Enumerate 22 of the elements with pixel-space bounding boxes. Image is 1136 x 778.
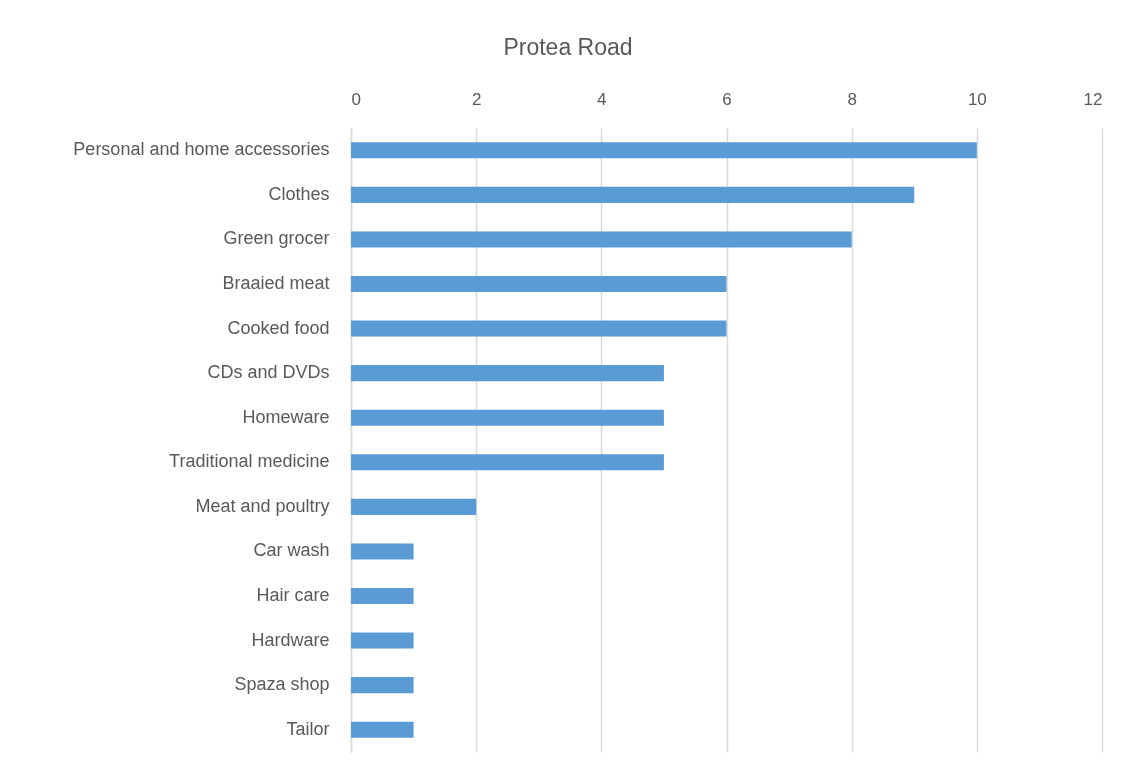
y-tick-label: Meat and poultry xyxy=(195,495,330,516)
y-tick-label: Homeware xyxy=(242,406,330,427)
y-tick-label: Clothes xyxy=(268,183,330,204)
y-tick-label: Traditional medicine xyxy=(169,451,330,472)
y-tick-label: Cooked food xyxy=(227,317,330,338)
y-tick-label: CDs and DVDs xyxy=(207,362,330,383)
chart-title: Protea Road xyxy=(503,34,633,60)
y-tick-label: Green grocer xyxy=(223,228,330,249)
x-tick-label: 2 xyxy=(471,89,482,109)
x-tick-label: 0 xyxy=(351,89,361,109)
y-tick-label: Hair care xyxy=(256,585,330,605)
y-tick-label: Spaza shop xyxy=(234,674,330,695)
x-tick-label: 4 xyxy=(597,89,607,109)
x-tick-label: 6 xyxy=(722,89,732,109)
y-tick-label: Car wash xyxy=(253,540,330,561)
y-tick-label: Personal and home accessories xyxy=(73,139,330,160)
y-tick-label: Hardware xyxy=(251,629,330,650)
y-tick-label: Braaied meat xyxy=(222,273,330,293)
y-tick-label: Tailor xyxy=(286,718,330,739)
x-tick-label: 10 xyxy=(967,89,987,109)
x-tick-label: 12 xyxy=(1083,89,1103,109)
x-tick-label: 8 xyxy=(847,89,857,109)
